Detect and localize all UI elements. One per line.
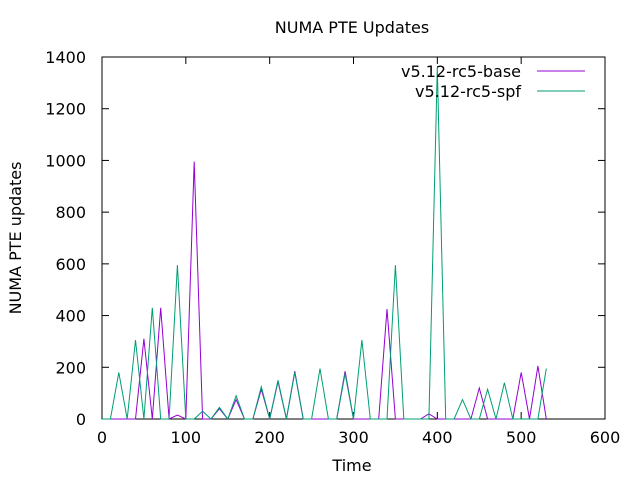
- series-line-1: [102, 161, 547, 420]
- y-tick-label: 600: [55, 255, 86, 274]
- x-tick-label: 500: [506, 428, 537, 447]
- y-tick-label: 1400: [45, 48, 86, 67]
- y-tick-label: 400: [55, 307, 86, 326]
- chart-title: NUMA PTE Updates: [275, 18, 429, 37]
- x-tick-label: 300: [338, 428, 369, 447]
- series-lines: [102, 67, 547, 421]
- legend-label-2: v5.12-rc5-spf: [415, 82, 521, 101]
- x-tick-label: 100: [171, 428, 202, 447]
- series-line-2: [102, 67, 547, 421]
- x-tick-label: 200: [254, 428, 285, 447]
- x-tick-label: 600: [590, 428, 621, 447]
- y-tick-label: 1000: [45, 151, 86, 170]
- legend-label-1: v5.12-rc5-base: [401, 62, 521, 81]
- y-axis-title: NUMA PTE updates: [6, 162, 25, 315]
- plot-frame: [101, 56, 606, 420]
- y-tick-label: 0: [76, 410, 86, 429]
- x-tick-label: 400: [422, 428, 453, 447]
- x-tick-label: 0: [97, 428, 107, 447]
- y-tick-label: 200: [55, 358, 86, 377]
- y-tick-label: 800: [55, 203, 86, 222]
- axis-ticks: 0 100 200 300 400 500 600 0 200 400 600 800 1000 1200…: [45, 48, 620, 447]
- y-tick-label: 1200: [45, 100, 86, 119]
- x-axis-title: Time: [331, 456, 371, 475]
